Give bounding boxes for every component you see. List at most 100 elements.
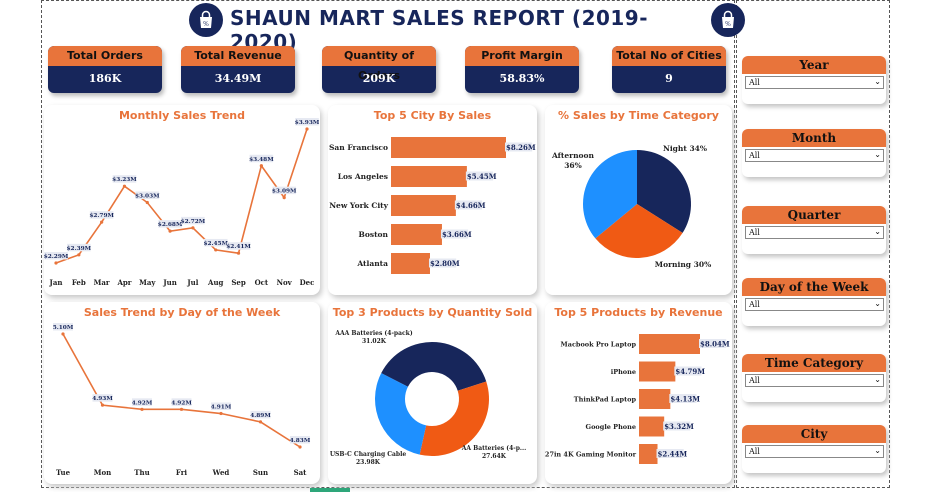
data-label: 4.93M: [92, 396, 113, 402]
data-point: [168, 229, 172, 233]
x-tick-label: Mon: [94, 468, 112, 477]
data-label: $2.44M: [658, 450, 688, 459]
product-qty-card: Top 3 Products by Quantity Sold AAA Batt…: [328, 302, 537, 484]
chart-title: % Sales by Time Category: [558, 109, 719, 122]
data-label: $3.93M: [295, 120, 320, 126]
chevron-down-icon: ⌄: [874, 375, 881, 384]
chart-title: Top 3 Products by Quantity Sold: [332, 306, 533, 319]
filter-label: Day of the Week: [742, 278, 886, 296]
data-label-bg: [226, 242, 251, 250]
pie-slice: [637, 150, 691, 233]
kpi-value: 34.49M: [214, 72, 262, 85]
data-point: [214, 248, 218, 252]
x-tick-label: Aug: [207, 278, 224, 287]
city-sales-chart: San Francisco $8.26M Los Angeles $5.45M New …: [329, 137, 536, 274]
data-label: 4.92M: [171, 400, 192, 406]
data-label-bg: [249, 154, 274, 163]
kpi-label: Total Orders: [48, 46, 162, 66]
x-tick-label: Mar: [94, 278, 110, 287]
x-tick-label: Fri: [176, 468, 188, 477]
kpi-value: 9: [665, 72, 673, 85]
slice-value: 27.64K: [482, 453, 507, 460]
data-label: 4.91M: [211, 405, 232, 411]
pie-slice: [583, 150, 637, 239]
shopping-bag-icon: %: [189, 3, 223, 37]
kpi-total-cities: Total No of Cities 9: [612, 46, 726, 93]
time-category-card: % Sales by Time Category Night 34% Mornin…: [545, 105, 732, 295]
data-label-bg: [67, 243, 91, 252]
data-point: [191, 226, 195, 230]
kpi-label: Quantity of Orders: [322, 46, 436, 82]
filter-label: Year: [742, 56, 886, 74]
dropdown-value: All: [749, 78, 760, 87]
day-of-week-card: Sales Trend by Day of the Week 5.10M Tue 4…: [44, 302, 320, 484]
slice-label: AAA Batteries (4-pack): [334, 330, 412, 337]
slice-value: 31.02K: [362, 338, 387, 345]
chevron-down-icon: ⌄: [874, 299, 881, 308]
data-label: $2.41M: [226, 244, 251, 250]
data-label: $2.39M: [67, 246, 92, 252]
monthly-sales-chart: $2.29M Jan $2.39M Feb $2.79M Mar $3.23M Apr $3.0…: [44, 118, 320, 287]
series-line: [55, 128, 308, 264]
bar: [391, 166, 467, 187]
data-label: $2.80M: [430, 259, 460, 268]
data-label: $4.79M: [675, 367, 705, 376]
y-tick-label: Macbook Pro Laptop: [561, 341, 637, 349]
data-point: [54, 261, 58, 265]
filter-label: Time Category: [742, 354, 886, 372]
month-dropdown[interactable]: All ⌄: [745, 149, 884, 162]
kpi-value: 58.83%: [499, 72, 545, 85]
quarter-dropdown[interactable]: All ⌄: [745, 226, 884, 239]
kpi-total-revenue: Total Revenue 34.49M: [181, 46, 295, 93]
filter-label: Quarter: [742, 206, 886, 224]
city-sales-card: Top 5 City By Sales San Francisco $8.26M L…: [328, 105, 537, 295]
data-label-bg: [211, 402, 231, 411]
pie-slice: [595, 204, 683, 258]
svg-text:%: %: [725, 21, 731, 28]
dropdown-value: All: [749, 228, 760, 237]
time-category-dropdown[interactable]: All ⌄: [745, 374, 884, 387]
filter-city: City All ⌄: [742, 425, 886, 473]
series-line: [62, 333, 301, 448]
data-label: $4.13M: [670, 395, 700, 404]
data-label: 4.89M: [250, 413, 271, 419]
data-label: 5.10M: [53, 325, 74, 331]
day-of-week-chart: 5.10M Tue 4.93M Mon 4.92M Thu 4.92M Fri 4.91M Wed…: [53, 323, 311, 477]
dropdown-value: All: [749, 300, 760, 309]
data-label: $8.26M: [506, 143, 536, 152]
filter-month: Month All ⌄: [742, 129, 886, 177]
data-point: [122, 184, 127, 188]
filter-year: Year All ⌄: [742, 56, 886, 104]
bar: [639, 334, 700, 354]
slice-value: 23.98K: [356, 459, 381, 466]
day-of-week-dropdown[interactable]: All ⌄: [745, 298, 884, 311]
data-point: [236, 251, 241, 255]
x-tick-label: Jul: [186, 278, 198, 287]
y-tick-label: ThinkPad Laptop: [574, 396, 637, 404]
kpi-label: Total Revenue: [181, 46, 295, 66]
chevron-down-icon: ⌄: [874, 77, 881, 86]
data-label-bg: [203, 238, 228, 247]
data-point: [179, 407, 184, 411]
data-label-bg: [44, 252, 68, 260]
year-dropdown[interactable]: All ⌄: [745, 76, 884, 89]
bar: [639, 361, 676, 382]
city-dropdown[interactable]: All ⌄: [745, 445, 884, 458]
pie-slice: [381, 342, 487, 391]
bar: [391, 253, 430, 274]
data-label-bg: [132, 398, 152, 406]
y-tick-label: iPhone: [611, 368, 636, 376]
bar: [391, 137, 506, 158]
filter-quarter: Quarter All ⌄: [742, 206, 886, 254]
page-tab-indicator[interactable]: [310, 488, 350, 492]
product-revenue-card: Top 5 Products by Revenue Macbook Pro La…: [545, 302, 732, 484]
kpi-value: 209K: [362, 72, 396, 85]
x-tick-label: Feb: [72, 278, 86, 287]
data-point: [219, 411, 223, 416]
data-label-bg: [89, 211, 114, 219]
data-label-bg: [158, 220, 182, 228]
chart-title: Top 5 City By Sales: [373, 109, 492, 122]
dropdown-value: All: [749, 447, 760, 456]
data-point: [259, 164, 263, 168]
